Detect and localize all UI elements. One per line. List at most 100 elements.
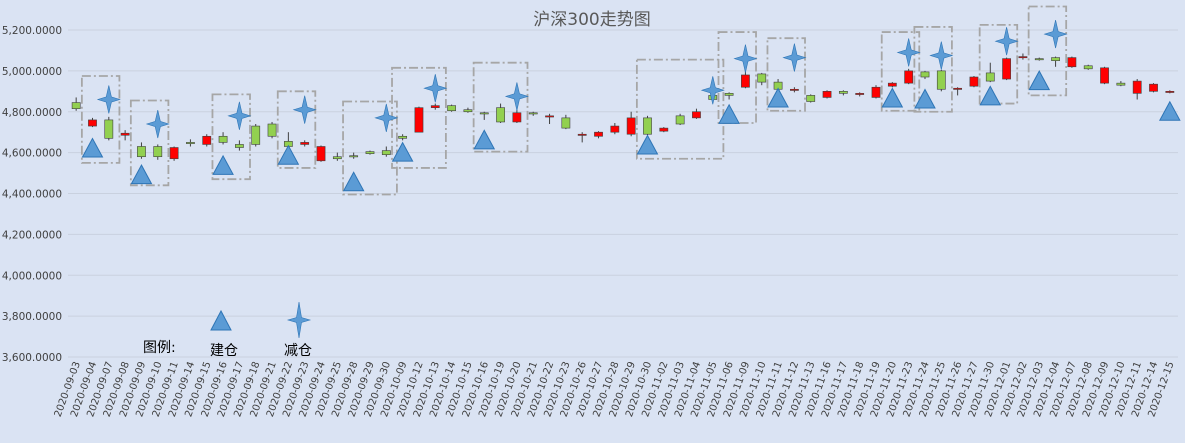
candle-body xyxy=(806,95,816,102)
highlight-box xyxy=(913,26,953,113)
reduce-marker-star-icon xyxy=(994,27,1019,56)
reduce-marker-star-icon xyxy=(374,103,399,132)
candle-body xyxy=(349,155,359,158)
candle-body xyxy=(920,71,930,78)
candle-body xyxy=(137,146,146,158)
candle-body xyxy=(643,117,652,135)
candle-body xyxy=(1149,83,1158,92)
y-tick-label: 4,400.0000 xyxy=(2,189,62,201)
candle-body xyxy=(1116,82,1126,86)
candle-body xyxy=(871,86,881,98)
candle-body xyxy=(1018,56,1028,59)
build-marker-triangle-icon xyxy=(636,134,659,155)
y-tick-label: 4,600.0000 xyxy=(2,148,62,160)
reduce-marker-star-icon xyxy=(227,101,252,130)
highlight-box xyxy=(1027,5,1068,97)
candle-body xyxy=(169,147,179,160)
candle-body xyxy=(88,119,97,127)
highlight-box xyxy=(717,31,757,124)
candle-body xyxy=(528,112,538,115)
highlight-box xyxy=(80,75,121,164)
y-axis: 3,600.0000 3,800.0000 4,000.0000 4,200.0000… xyxy=(2,25,62,364)
highlight-box xyxy=(766,37,806,112)
candle-body xyxy=(936,70,946,90)
legend-build-triangle-icon xyxy=(210,309,232,331)
candle-body xyxy=(692,111,701,119)
reduce-marker-star-icon xyxy=(782,43,807,72)
candle-body xyxy=(365,151,375,154)
candle-body xyxy=(545,115,554,118)
candle-body xyxy=(1051,57,1060,61)
y-tick-label: 4,800.0000 xyxy=(2,107,62,119)
candles xyxy=(71,53,1175,162)
build-marker-triangle-icon xyxy=(391,141,414,162)
legend-reduce-label: 减仓 xyxy=(284,343,312,359)
candle-body xyxy=(251,125,261,145)
reduce-marker-star-icon xyxy=(733,44,758,73)
candle-body xyxy=(969,76,979,87)
candle-body xyxy=(659,127,669,132)
candle-body xyxy=(512,112,522,123)
y-tick-label: 5,000.0000 xyxy=(2,66,62,78)
candle-body xyxy=(332,156,342,160)
candle-body xyxy=(463,109,473,113)
legend-title: 图例: xyxy=(143,340,176,356)
y-tick-label: 3,600.0000 xyxy=(2,352,62,364)
candle-body xyxy=(1132,80,1142,94)
grid xyxy=(68,29,1178,358)
candle-body xyxy=(953,87,963,90)
candle-body xyxy=(447,105,456,112)
reduce-marker-star-icon xyxy=(96,85,121,114)
candle-body xyxy=(71,102,81,109)
candle-body xyxy=(741,74,750,88)
build-marker-triangle-icon xyxy=(914,88,936,109)
reduce-marker-star-icon xyxy=(145,109,170,139)
highlight-box xyxy=(129,99,170,187)
build-marker-triangle-icon xyxy=(81,137,104,158)
build-marker-triangle-icon xyxy=(277,144,300,165)
reduce-marker-star-icon xyxy=(292,95,317,124)
legend-build-label: 建仓 xyxy=(210,343,238,359)
build-marker-triangle-icon xyxy=(767,87,789,108)
candle-body xyxy=(904,70,914,84)
candle-body xyxy=(153,146,163,158)
candle-body xyxy=(430,105,440,108)
candle-body xyxy=(104,119,114,139)
build-marker-triangle-icon xyxy=(718,103,740,124)
candle-body xyxy=(724,93,734,96)
candle-body xyxy=(675,115,685,125)
reduce-marker-star-icon xyxy=(896,38,921,67)
reduce-marker-star-icon xyxy=(423,74,448,103)
build-marker-triangle-icon xyxy=(212,154,234,175)
build-marker-triangle-icon xyxy=(473,129,496,150)
candle-body xyxy=(626,117,636,135)
candle-body xyxy=(267,123,277,137)
build-marker-triangle-icon xyxy=(1028,70,1051,91)
candle-body xyxy=(1002,58,1011,80)
candle-body xyxy=(1165,91,1175,93)
legend-reduce-star-icon xyxy=(286,301,312,339)
candle-body xyxy=(1067,57,1077,68)
build-marker-triangle-icon xyxy=(881,87,904,108)
candle-body xyxy=(822,91,832,98)
candle-body xyxy=(790,88,799,91)
highlight-box xyxy=(342,100,398,196)
candle-body xyxy=(235,144,244,148)
candle-body xyxy=(218,135,228,143)
y-tick-label: 4,000.0000 xyxy=(2,270,62,282)
reduce-marker-star-icon xyxy=(504,82,529,111)
candle-body xyxy=(496,107,505,123)
candle-body xyxy=(1083,65,1093,70)
candle-body xyxy=(120,132,130,136)
candle-body xyxy=(985,72,995,82)
candle-body xyxy=(316,146,326,162)
reduce-marker-star-icon xyxy=(929,41,954,70)
candle-body xyxy=(610,125,620,133)
candle-body xyxy=(186,142,195,144)
y-tick-label: 3,800.0000 xyxy=(2,311,62,323)
build-marker-triangle-icon xyxy=(1158,100,1181,121)
markers xyxy=(81,20,1181,192)
candle-body xyxy=(855,93,865,95)
candle-body xyxy=(757,73,767,83)
